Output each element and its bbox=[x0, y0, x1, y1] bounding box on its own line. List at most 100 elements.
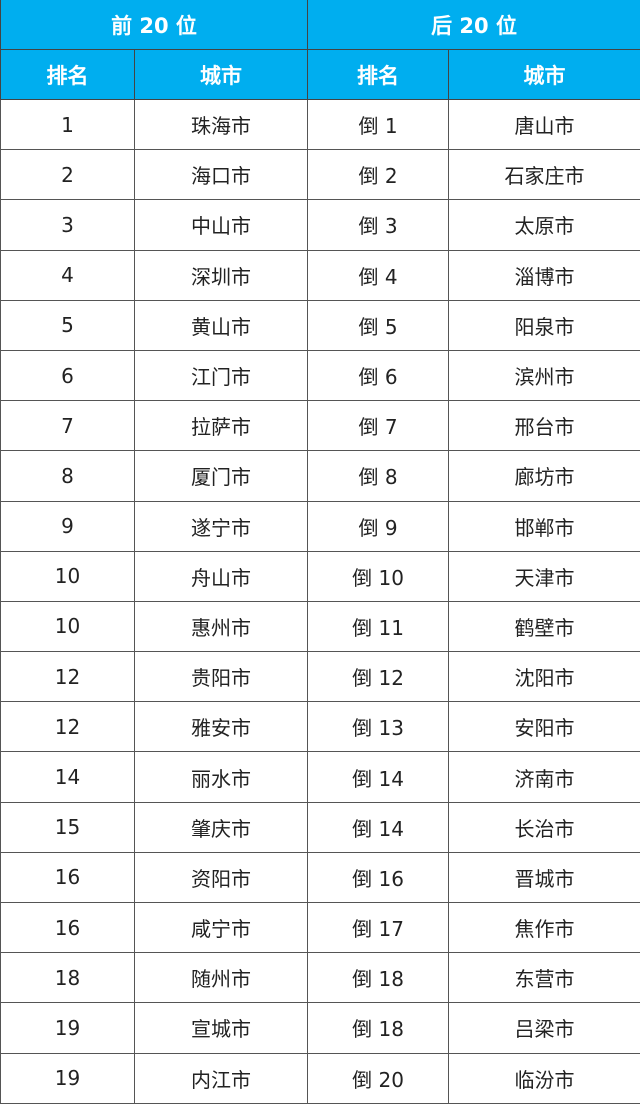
top-city-cell: 内江市 bbox=[133, 1052, 309, 1104]
bottom-city-cell: 石家庄市 bbox=[448, 149, 640, 201]
top-20-header: 前 20 位 bbox=[0, 0, 309, 50]
top-city-cell: 随州市 bbox=[133, 952, 309, 1004]
bottom-rank-cell: 倒 6 bbox=[307, 349, 450, 402]
top-city-cell: 珠海市 bbox=[133, 98, 309, 151]
top-rank-cell: 10 bbox=[0, 600, 135, 653]
top-city-cell: 惠州市 bbox=[133, 600, 309, 653]
table-row: 9 遂宁市倒 9 邯郸市 bbox=[0, 500, 640, 552]
top-rank-cell: 15 bbox=[0, 801, 135, 853]
top-rank-cell: 9 bbox=[0, 500, 135, 552]
table-row: 1 珠海市倒 1 唐山市 bbox=[0, 98, 640, 151]
top-rank-cell: 4 bbox=[0, 249, 135, 301]
bottom-city-cell: 焦作市 bbox=[448, 901, 640, 954]
bottom-city-cell: 淄博市 bbox=[448, 249, 640, 301]
table-row: 12 贵阳市倒 12 沈阳市 bbox=[0, 651, 640, 703]
group-header-row: 前 20 位 后 20 位 bbox=[0, 0, 640, 50]
bottom-city-cell: 安阳市 bbox=[448, 701, 640, 753]
bottom-city-cell: 沈阳市 bbox=[448, 651, 640, 703]
bottom-rank-cell: 倒 14 bbox=[307, 751, 450, 803]
top-rank-cell: 6 bbox=[0, 349, 135, 402]
top-city-cell: 深圳市 bbox=[133, 249, 309, 301]
bottom-rank-cell: 倒 17 bbox=[307, 901, 450, 954]
city-header: 城市 bbox=[133, 49, 309, 100]
top-rank-cell: 7 bbox=[0, 400, 135, 452]
top-city-cell: 资阳市 bbox=[133, 851, 309, 904]
top-city-cell: 黄山市 bbox=[133, 299, 309, 351]
bottom-city-cell: 邯郸市 bbox=[448, 500, 640, 552]
table-row: 10 惠州市倒 11 鹤壁市 bbox=[0, 600, 640, 653]
bottom-rank-cell: 倒 10 bbox=[307, 550, 450, 602]
bottom-city-cell: 东营市 bbox=[448, 952, 640, 1004]
top-city-cell: 江门市 bbox=[133, 349, 309, 402]
table-row: 19 内江市倒 20 临汾市 bbox=[0, 1052, 640, 1104]
table-row: 15 肇庆市倒 14 长治市 bbox=[0, 801, 640, 853]
bottom-rank-cell: 倒 2 bbox=[307, 149, 450, 201]
top-rank-cell: 10 bbox=[0, 550, 135, 602]
table-row: 10 舟山市倒 10 天津市 bbox=[0, 550, 640, 602]
bottom-rank-cell: 倒 1 bbox=[307, 98, 450, 151]
bottom-20-header: 后 20 位 bbox=[307, 0, 640, 50]
bottom-rank-cell: 倒 16 bbox=[307, 851, 450, 904]
top-city-cell: 拉萨市 bbox=[133, 400, 309, 452]
top-rank-cell: 12 bbox=[0, 701, 135, 753]
top-city-cell: 海口市 bbox=[133, 149, 309, 201]
city-header: 城市 bbox=[448, 49, 640, 100]
bottom-rank-cell: 倒 8 bbox=[307, 450, 450, 502]
top-rank-cell: 2 bbox=[0, 149, 135, 201]
top-rank-cell: 16 bbox=[0, 851, 135, 904]
top-rank-cell: 5 bbox=[0, 299, 135, 351]
table-row: 3 中山市倒 3 太原市 bbox=[0, 199, 640, 251]
top-city-cell: 遂宁市 bbox=[133, 500, 309, 552]
bottom-city-cell: 长治市 bbox=[448, 801, 640, 853]
bottom-rank-cell: 倒 4 bbox=[307, 249, 450, 301]
top-rank-cell: 8 bbox=[0, 450, 135, 502]
top-rank-cell: 18 bbox=[0, 952, 135, 1004]
bottom-city-cell: 阳泉市 bbox=[448, 299, 640, 351]
top-rank-cell: 19 bbox=[0, 1052, 135, 1104]
bottom-rank-cell: 倒 7 bbox=[307, 400, 450, 452]
top-city-cell: 宣城市 bbox=[133, 1002, 309, 1054]
table-row: 6 江门市倒 6 滨州市 bbox=[0, 349, 640, 402]
bottom-city-cell: 临汾市 bbox=[448, 1052, 640, 1104]
top-rank-cell: 1 bbox=[0, 98, 135, 151]
rank-header: 排名 bbox=[307, 49, 450, 100]
top-city-cell: 中山市 bbox=[133, 199, 309, 251]
top-rank-cell: 19 bbox=[0, 1002, 135, 1054]
top-city-cell: 丽水市 bbox=[133, 751, 309, 803]
table-row: 19 宣城市倒 18 吕梁市 bbox=[0, 1002, 640, 1054]
bottom-city-cell: 太原市 bbox=[448, 199, 640, 251]
table-row: 18 随州市倒 18 东营市 bbox=[0, 952, 640, 1004]
bottom-city-cell: 晋城市 bbox=[448, 851, 640, 904]
top-city-cell: 雅安市 bbox=[133, 701, 309, 753]
bottom-city-cell: 唐山市 bbox=[448, 98, 640, 151]
top-rank-cell: 12 bbox=[0, 651, 135, 703]
bottom-city-cell: 邢台市 bbox=[448, 400, 640, 452]
top-city-cell: 贵阳市 bbox=[133, 651, 309, 703]
top-rank-cell: 14 bbox=[0, 751, 135, 803]
table-row: 16 资阳市倒 16 晋城市 bbox=[0, 851, 640, 904]
bottom-rank-cell: 倒 18 bbox=[307, 952, 450, 1004]
table-row: 4 深圳市倒 4 淄博市 bbox=[0, 249, 640, 301]
bottom-rank-cell: 倒 20 bbox=[307, 1052, 450, 1104]
bottom-city-cell: 天津市 bbox=[448, 550, 640, 602]
top-city-cell: 厦门市 bbox=[133, 450, 309, 502]
bottom-rank-cell: 倒 14 bbox=[307, 801, 450, 853]
bottom-rank-cell: 倒 9 bbox=[307, 500, 450, 552]
bottom-rank-cell: 倒 12 bbox=[307, 651, 450, 703]
table-row: 5 黄山市倒 5 阳泉市 bbox=[0, 299, 640, 351]
table-row: 14 丽水市倒 14 济南市 bbox=[0, 751, 640, 803]
bottom-rank-cell: 倒 5 bbox=[307, 299, 450, 351]
top-rank-cell: 3 bbox=[0, 199, 135, 251]
bottom-city-cell: 吕梁市 bbox=[448, 1002, 640, 1054]
bottom-rank-cell: 倒 3 bbox=[307, 199, 450, 251]
table-row: 2 海口市倒 2 石家庄市 bbox=[0, 149, 640, 201]
bottom-city-cell: 济南市 bbox=[448, 751, 640, 803]
top-city-cell: 肇庆市 bbox=[133, 801, 309, 853]
bottom-rank-cell: 倒 11 bbox=[307, 600, 450, 653]
top-rank-cell: 16 bbox=[0, 901, 135, 954]
bottom-rank-cell: 倒 18 bbox=[307, 1002, 450, 1054]
bottom-city-cell: 廊坊市 bbox=[448, 450, 640, 502]
bottom-rank-cell: 倒 13 bbox=[307, 701, 450, 753]
top-city-cell: 舟山市 bbox=[133, 550, 309, 602]
